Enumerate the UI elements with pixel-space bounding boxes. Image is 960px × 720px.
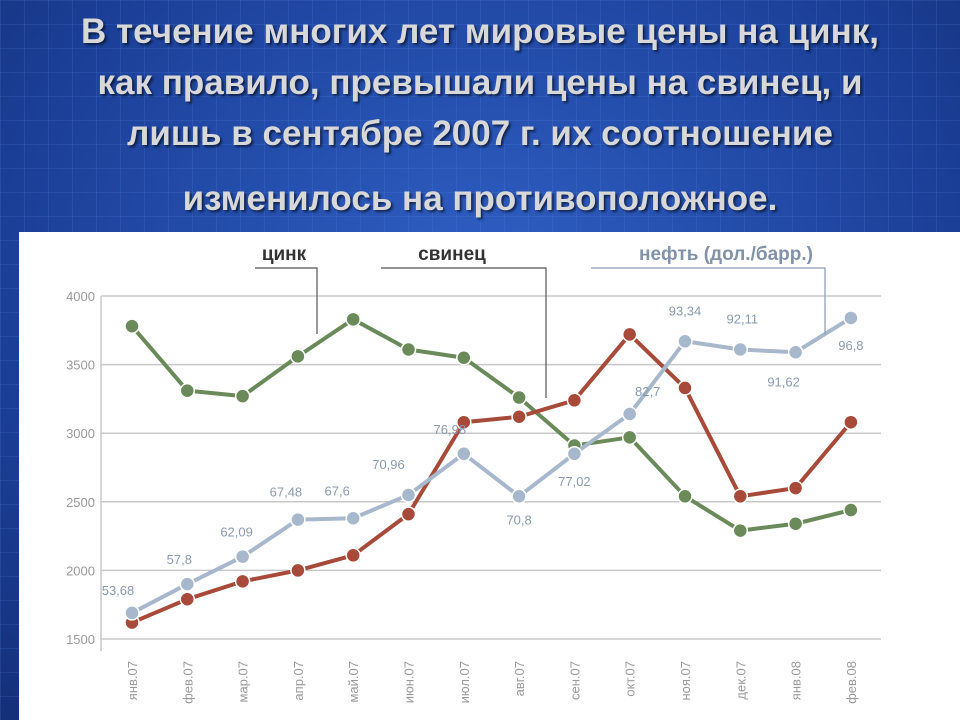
title-line: В течение многих лет мировые цены на цин… [81, 12, 879, 51]
data-label: 70,96 [372, 457, 405, 472]
legend-label-oil: нефть (дол./барр.) [639, 244, 813, 265]
data-label: 57,8 [167, 552, 192, 567]
data-label: 70,8 [506, 512, 531, 527]
data-point [290, 348, 306, 365]
y-tick-label: 3500 [66, 358, 95, 373]
data-point [179, 591, 196, 607]
x-tick-label: окт.07 [623, 661, 638, 697]
y-tick-label: 4000 [66, 289, 95, 304]
data-point [566, 392, 583, 409]
data-point [400, 487, 417, 503]
data-label: 53,68 [102, 583, 135, 598]
data-point [345, 311, 361, 328]
data-point [400, 341, 417, 358]
data-label: 77,02 [558, 474, 591, 489]
x-tick-label: авг.07 [512, 661, 527, 696]
x-tick-label: сен.07 [567, 661, 582, 700]
data-label: 82,7 [635, 384, 660, 399]
data-point [621, 429, 638, 446]
x-tick-label: июл.07 [457, 661, 472, 703]
data-point [124, 318, 140, 334]
data-point [511, 389, 527, 406]
data-point [179, 576, 196, 592]
data-point [787, 516, 804, 532]
data-point [234, 548, 251, 565]
data-point [787, 480, 804, 496]
chart-panel: 1500 2000 2500 3000 3500 4000 янв.07 фев.07 мар.… [19, 232, 960, 720]
data-point [843, 310, 859, 326]
x-tick-label: фев.08 [844, 661, 859, 704]
data-point [290, 562, 306, 579]
legend-label-lead: свинец [418, 244, 486, 265]
legend-leader-lead [381, 267, 547, 398]
data-point [621, 326, 638, 343]
series-line [130, 317, 852, 533]
data-point [677, 380, 693, 396]
data-point [732, 341, 749, 358]
y-tick-label: 3000 [66, 426, 95, 441]
x-tick-label: фев.07 [180, 661, 195, 704]
data-label: 91,62 [767, 374, 800, 389]
data-point [732, 488, 749, 505]
legend-leader-oil [591, 267, 826, 334]
x-tick-label: янв.07 [125, 661, 140, 700]
data-point [843, 502, 859, 518]
data-point [456, 349, 472, 366]
data-point [234, 388, 251, 404]
data-point [511, 408, 527, 425]
data-point [124, 605, 140, 621]
x-tick-label: дек.07 [733, 661, 748, 700]
data-label: 96,8 [838, 338, 863, 353]
data-label: 92,11 [727, 312, 759, 327]
data-point [511, 488, 527, 505]
title-line: как правило, превышали цены на свинец, и [97, 63, 863, 102]
series-line [131, 332, 853, 625]
y-tick-label: 2500 [66, 495, 95, 510]
data-point [787, 344, 804, 361]
legend-leader-zinc [255, 267, 318, 334]
slide-title: В течение многих лет мировые цены на цин… [20, 6, 940, 224]
x-tick-label: мар.07 [236, 661, 251, 702]
data-point [566, 446, 583, 462]
data-label: 76,98 [434, 422, 467, 437]
series-line [131, 316, 852, 615]
data-label: 67,6 [325, 483, 350, 498]
data-point [345, 510, 361, 527]
data-point [677, 333, 693, 350]
data-label: 67,48 [270, 485, 303, 500]
data-point [456, 446, 472, 462]
data-label: 93,34 [669, 303, 702, 318]
data-point [345, 547, 361, 564]
y-tick-label: 1500 [66, 632, 95, 647]
legend-label-zinc: цинк [262, 244, 307, 265]
x-tick-label: июн.07 [402, 661, 417, 703]
title-line: лишь в сентябре 2007 г. их соотношение [127, 114, 833, 153]
data-point [677, 488, 693, 505]
x-tick-label: янв.08 [789, 661, 804, 700]
data-point [621, 406, 638, 422]
x-tick-label: ноя.07 [678, 661, 693, 701]
data-point [234, 573, 251, 590]
data-point [456, 414, 472, 430]
data-point [290, 511, 306, 528]
x-tick-label: май.07 [346, 661, 361, 703]
data-point [732, 522, 749, 539]
x-tick-label: апр.07 [291, 661, 306, 701]
y-tick-label: 2000 [66, 563, 95, 578]
data-point [843, 414, 859, 430]
data-point [179, 382, 196, 399]
data-point [400, 506, 417, 522]
price-chart: 1500 2000 2500 3000 3500 4000 янв.07 фев.07 мар.… [66, 244, 881, 704]
title-line: изменилось на противоположное. [182, 179, 778, 218]
data-label: 62,09 [220, 525, 253, 540]
